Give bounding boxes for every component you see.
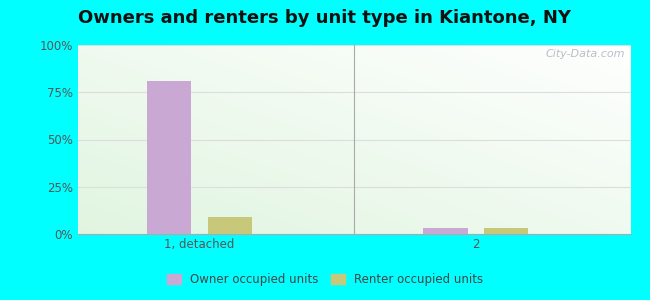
Text: Owners and renters by unit type in Kiantone, NY: Owners and renters by unit type in Kiant…: [79, 9, 571, 27]
Text: City-Data.com: City-Data.com: [545, 49, 625, 59]
Legend: Owner occupied units, Renter occupied units: Owner occupied units, Renter occupied un…: [162, 269, 488, 291]
Bar: [208, 217, 252, 234]
Bar: [484, 228, 528, 234]
Bar: [147, 81, 191, 234]
Bar: [423, 228, 467, 234]
